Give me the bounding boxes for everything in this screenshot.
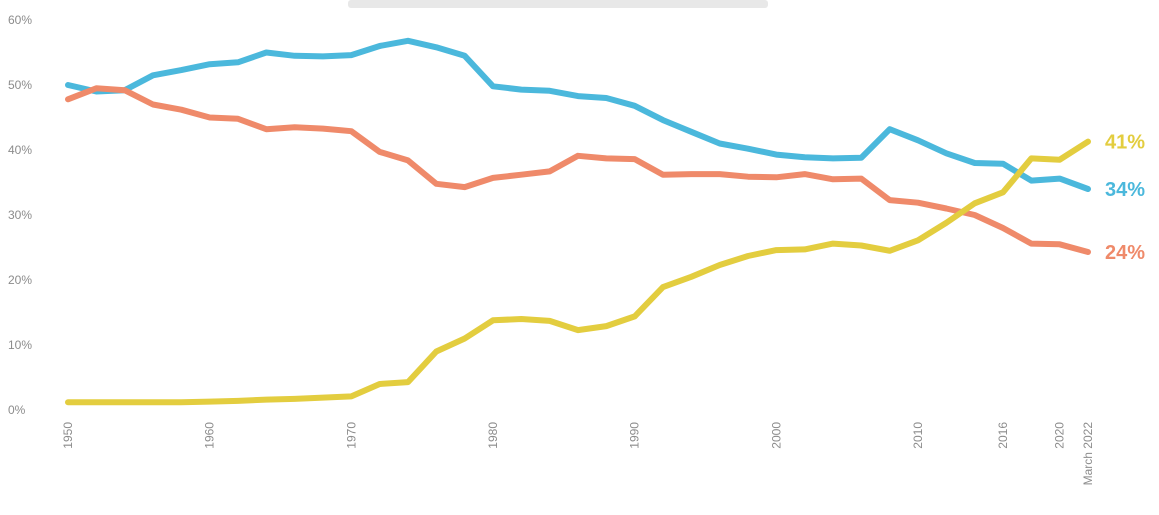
- series-end-label-0: 34%: [1105, 179, 1145, 201]
- x-tick-label: 1970: [344, 422, 358, 449]
- y-tick-label: 60%: [8, 13, 32, 27]
- x-tick-label: 2010: [911, 422, 925, 449]
- y-axis: 0% 10% 20% 30% 40% 50% 60%: [8, 13, 32, 417]
- x-tick-label: 1950: [61, 422, 75, 449]
- y-tick-label: 50%: [8, 78, 32, 92]
- y-tick-label: 0%: [8, 403, 26, 417]
- y-tick-label: 10%: [8, 338, 32, 352]
- x-tick-label: 1990: [628, 422, 642, 449]
- end-labels: 34% 24% 41%: [1105, 132, 1145, 264]
- series-lines: [65, 37, 1091, 406]
- series-line-2: [65, 138, 1091, 406]
- series-line-0: [65, 37, 1091, 192]
- y-tick-label: 40%: [8, 143, 32, 157]
- series-end-label-2: 41%: [1105, 132, 1145, 154]
- x-tick-label: 2016: [996, 422, 1010, 449]
- x-tick-label: March 2022: [1081, 422, 1095, 486]
- x-axis: 1950 1960 1970 1980 1990 2000 2010 2016 2020 Marc…: [61, 422, 1095, 486]
- x-tick-label: 2000: [769, 422, 783, 449]
- series-end-label-1: 24%: [1105, 242, 1145, 264]
- x-tick-label: 1960: [203, 422, 217, 449]
- y-tick-label: 20%: [8, 273, 32, 287]
- x-tick-label: 2020: [1053, 422, 1067, 449]
- y-tick-label: 30%: [8, 208, 32, 222]
- series-line-1: [65, 85, 1091, 255]
- x-tick-label: 1980: [486, 422, 500, 449]
- chart-title-bar: [348, 0, 768, 8]
